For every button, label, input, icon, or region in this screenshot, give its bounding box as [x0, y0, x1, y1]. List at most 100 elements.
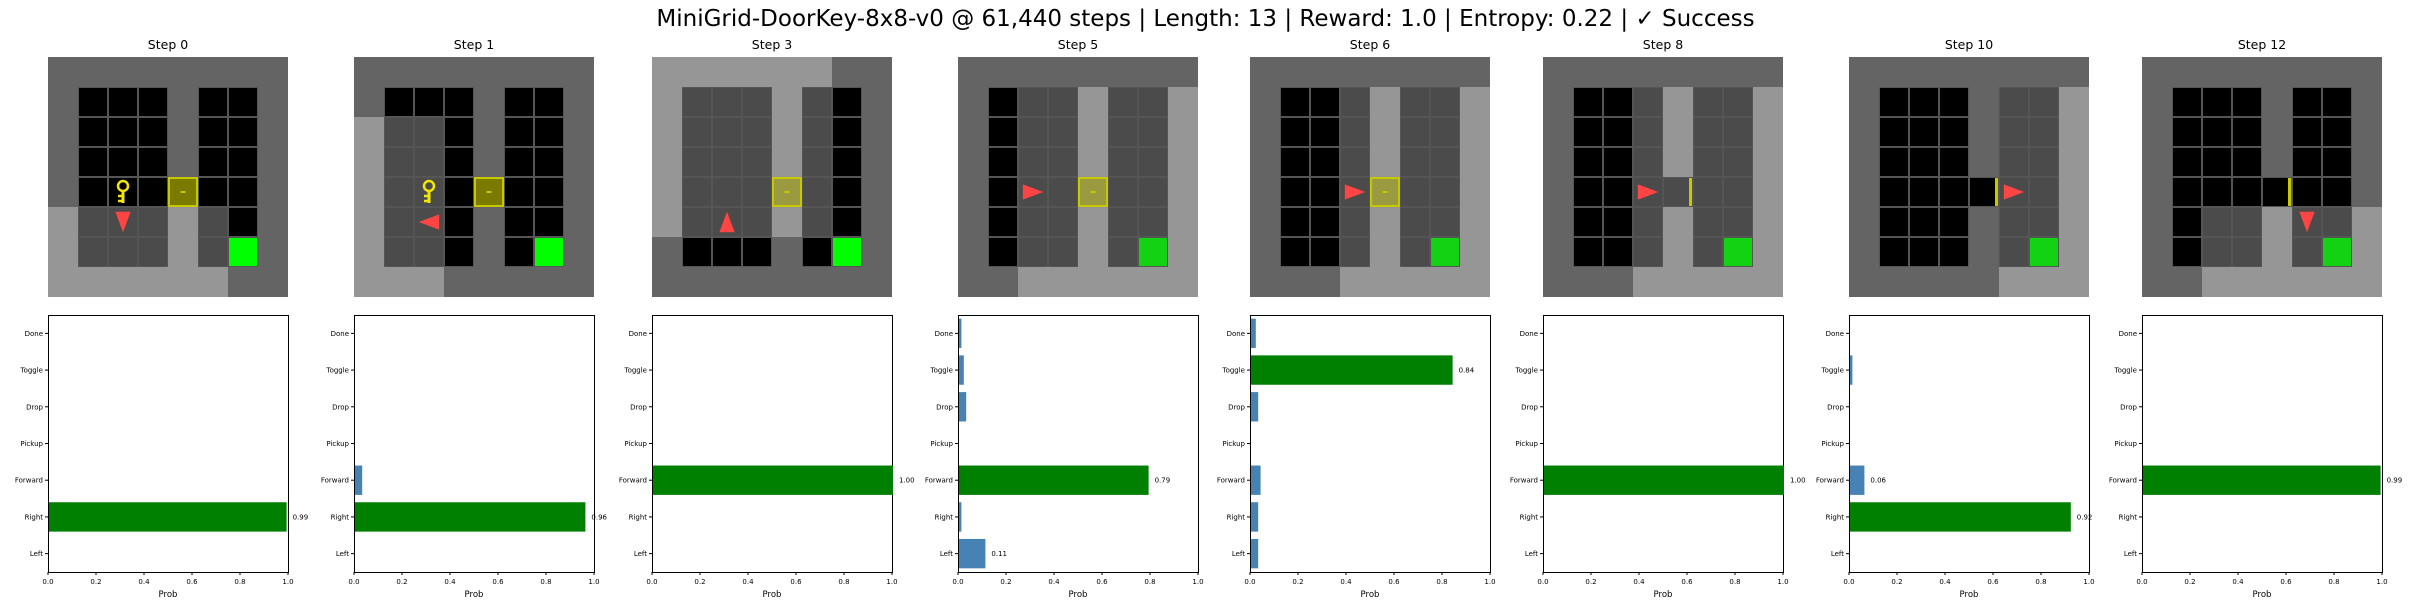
grid-line: [534, 207, 564, 237]
wall-cell: [258, 87, 288, 117]
wall-cell: [2202, 267, 2232, 297]
wall-cell: [1400, 57, 1430, 87]
floor-cell: [1430, 147, 1460, 177]
wall-cell: [1753, 177, 1783, 207]
wall-cell: [1018, 267, 1048, 297]
wall-cell: [862, 87, 892, 117]
floor-cell: [108, 237, 138, 267]
grid-line: [742, 147, 772, 177]
floor-cell: [1573, 177, 1603, 207]
grid-line: [1430, 237, 1460, 267]
grid-line: [1018, 237, 1048, 267]
floor-cell: [2172, 117, 2202, 147]
grid-line: [832, 207, 862, 237]
x-tick-label: 0.8: [838, 578, 849, 586]
goal-square: [535, 238, 563, 266]
floor-cell: [108, 117, 138, 147]
grid-line: [138, 117, 168, 147]
y-tick-label: Pickup: [624, 440, 647, 448]
x-tick-label: 0.6: [790, 578, 802, 586]
floor-cell: [1340, 237, 1370, 267]
x-tick-label: 0.6: [186, 578, 198, 586]
grid-line: [444, 237, 474, 267]
x-tick-label: 0.0: [348, 578, 359, 586]
value-label: 0.99: [2387, 477, 2403, 485]
wall-cell: [1370, 87, 1400, 117]
y-tick-label: Toggle: [19, 367, 43, 375]
grid-line: [1018, 147, 1048, 177]
grid-line: [988, 237, 1018, 267]
wall-cell: [1460, 57, 1490, 87]
x-tick-label: 0.0: [1244, 578, 1255, 586]
grid-line: [78, 87, 108, 117]
grid-line: [534, 177, 564, 207]
floor-cell: [1310, 87, 1340, 117]
wall-cell: [862, 117, 892, 147]
floor-cell: [742, 117, 772, 147]
wall-cell: [1603, 267, 1633, 297]
y-tick-label: Pickup: [1821, 440, 1844, 448]
grid-line: [1340, 237, 1370, 267]
wall-cell: [1108, 57, 1138, 87]
x-axis-label: Prob: [1069, 590, 1088, 600]
grid-line: [1400, 207, 1430, 237]
floor-cell: [1310, 237, 1340, 267]
grid-line: [1939, 117, 1969, 147]
floor-cell: [1018, 147, 1048, 177]
floor-cell: [504, 237, 534, 267]
grid-line: [1633, 147, 1663, 177]
y-tick-label: Left: [30, 550, 43, 558]
floor-cell: [1879, 117, 1909, 147]
y-tick-label: Right: [629, 513, 648, 521]
floor-cell: [1879, 87, 1909, 117]
floor-cell: [1430, 177, 1460, 207]
wall-cell: [354, 87, 384, 117]
grid-observation: [354, 57, 594, 297]
floor-cell: [1633, 207, 1663, 237]
wall-cell: [2142, 267, 2172, 297]
y-tick-label: Left: [1525, 550, 1538, 558]
bar-forward: [1251, 465, 1261, 495]
y-tick-label: Done: [935, 330, 953, 338]
bar-toggle: [959, 355, 964, 385]
wall-cell: [1280, 267, 1310, 297]
grid-line: [1430, 87, 1460, 117]
bar-forward: [1544, 465, 1784, 495]
wall-cell: [198, 57, 228, 87]
grid-line: [504, 87, 534, 117]
grid-line: [742, 87, 772, 117]
wall-cell: [198, 267, 228, 297]
wall-cell: [2142, 237, 2172, 267]
floor-cell: [802, 87, 832, 117]
y-tick-label: Right: [1520, 513, 1539, 521]
grid-line: [2029, 87, 2059, 117]
grid-line: [1603, 177, 1633, 207]
floor-cell: [534, 147, 564, 177]
y-tick-label: Right: [331, 513, 350, 521]
agent-arrow: [1637, 184, 1659, 200]
grid-line: [1693, 87, 1723, 117]
floor-cell: [2322, 207, 2352, 237]
grid-line: [1280, 207, 1310, 237]
wall-cell: [564, 237, 594, 267]
floor-cell: [384, 87, 414, 117]
floor-cell: [78, 237, 108, 267]
x-tick-label: 1.0: [1192, 578, 1203, 586]
grid-line: [1999, 87, 2029, 117]
floor-cell: [444, 117, 474, 147]
floor-cell: [1400, 237, 1430, 267]
floor-cell: [1400, 147, 1430, 177]
floor-cell: [1340, 147, 1370, 177]
wall-cell: [1078, 117, 1108, 147]
bar-right: [1850, 502, 2071, 532]
floor-cell: [1633, 147, 1663, 177]
x-tick-label: 0.6: [2280, 578, 2292, 586]
wall-cell: [2059, 237, 2089, 267]
wall-cell: [1543, 117, 1573, 147]
y-tick-label: Drop: [1228, 403, 1245, 411]
x-tick-label: 1.0: [1484, 578, 1495, 586]
wall-cell: [1999, 57, 2029, 87]
wall-cell: [354, 147, 384, 177]
bar-forward: [1850, 465, 1865, 495]
floor-cell: [2202, 147, 2232, 177]
